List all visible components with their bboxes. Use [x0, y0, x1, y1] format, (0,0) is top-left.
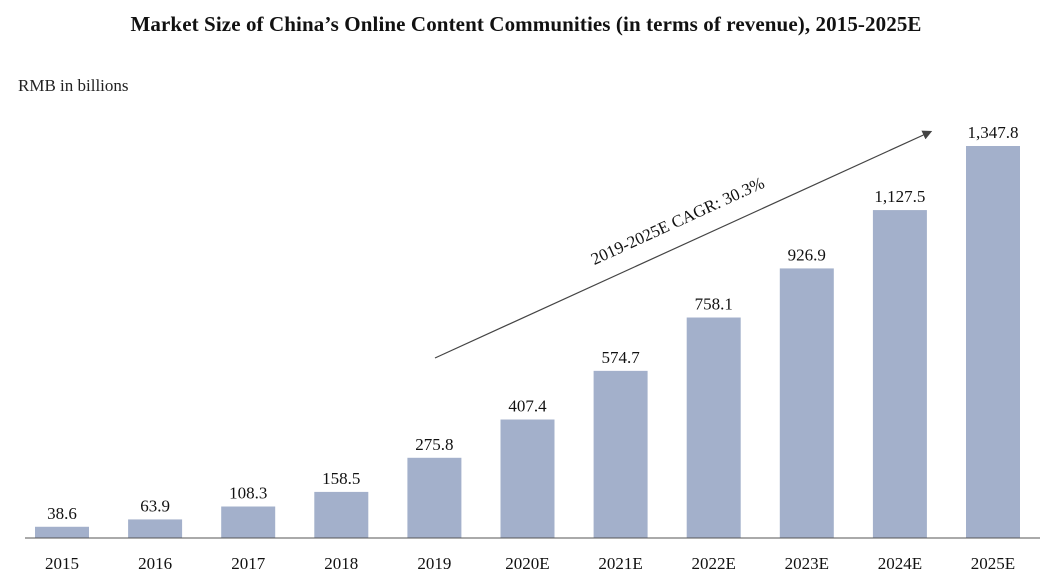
value-label-2023E: 926.9	[788, 245, 826, 264]
x-tick-label-2016: 2016	[138, 554, 172, 573]
bar-2019	[407, 457, 462, 538]
value-labels-group: 38.6 63.9 108.3 158.5 275.8 407.4 574.7 758.1 92…	[47, 123, 1018, 523]
bar-2016	[128, 519, 183, 538]
unit-label: RMB in billions	[18, 76, 129, 95]
x-tick-label-2024E: 2024E	[878, 554, 922, 573]
bar-2018	[314, 491, 369, 538]
cagr-annotation: 2019-2025E CAGR: 30.3%	[588, 173, 767, 269]
value-label-2016: 63.9	[140, 496, 170, 515]
value-label-2017: 108.3	[229, 484, 267, 503]
bar-2025E	[966, 146, 1020, 538]
value-label-2022E: 758.1	[695, 295, 733, 314]
bar-2024E	[872, 210, 927, 539]
bar-2021E	[593, 370, 648, 538]
bar-2020E	[500, 419, 555, 538]
value-label-2020E: 407.4	[508, 397, 547, 416]
value-label-2019: 275.8	[415, 435, 453, 454]
x-tick-labels-group: 2015 2016 2017 2018 2019 2020E 2021E 2022E 2023E…	[45, 554, 1015, 573]
value-label-2018: 158.5	[322, 469, 360, 488]
bar-2017	[221, 506, 276, 538]
x-tick-label-2019: 2019	[417, 554, 451, 573]
x-tick-label-2017: 2017	[231, 554, 266, 573]
bars-group	[35, 146, 1020, 539]
value-label-2021E: 574.7	[601, 348, 640, 367]
value-label-2025E: 1,347.8	[968, 123, 1019, 142]
x-tick-label-2021E: 2021E	[598, 554, 642, 573]
x-tick-label-2025E: 2025E	[971, 554, 1015, 573]
cagr-trend-arrow	[434, 130, 933, 359]
bar-2015	[35, 526, 89, 538]
bar-2023E	[779, 268, 834, 538]
bar-2022E	[686, 317, 741, 538]
x-tick-label-2020E: 2020E	[505, 554, 549, 573]
x-tick-label-2015: 2015	[45, 554, 79, 573]
x-tick-label-2022E: 2022E	[692, 554, 736, 573]
x-tick-label-2023E: 2023E	[785, 554, 829, 573]
value-label-2015: 38.6	[47, 504, 77, 523]
chart-title: Market Size of China’s Online Content Co…	[130, 12, 922, 36]
value-label-2024E: 1,127.5	[874, 187, 925, 206]
x-tick-label-2018: 2018	[324, 554, 358, 573]
